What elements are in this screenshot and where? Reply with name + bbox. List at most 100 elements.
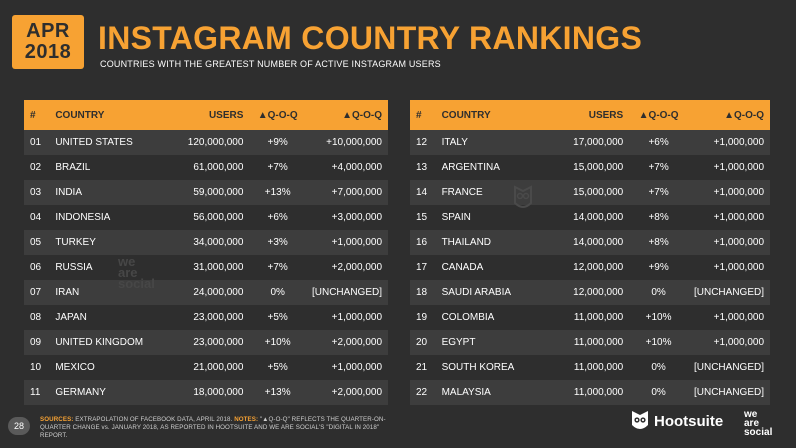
user-count: 11,000,000 [551, 355, 630, 380]
abs-change: +1,000,000 [305, 230, 388, 255]
country-name: SOUTH KOREA [435, 355, 552, 380]
col-header-users: USERS [551, 100, 630, 130]
pct-change: +9% [249, 130, 306, 155]
badge-month: APR [26, 20, 70, 42]
country-name: UNITED STATES [49, 130, 171, 155]
rank-number: 11 [24, 380, 50, 405]
country-name: INDONESIA [49, 205, 171, 230]
user-count: 18,000,000 [170, 380, 250, 405]
pct-change: +6% [629, 130, 688, 155]
was-line: are [744, 418, 760, 429]
rank-number: 18 [410, 280, 436, 305]
rank-number: 04 [24, 205, 50, 230]
rank-number: 17 [410, 255, 436, 280]
rank-number: 10 [24, 355, 50, 380]
was-line: social [744, 427, 773, 438]
country-name: CANADA [435, 255, 552, 280]
col-header-abs-change: ▲Q-O-Q [305, 100, 388, 130]
col-header-country: COUNTRY [49, 100, 171, 130]
abs-change: +10,000,000 [305, 130, 388, 155]
col-header-abs-change: ▲Q-O-Q [687, 100, 770, 130]
abs-change: +1,000,000 [687, 330, 770, 355]
pct-change: +10% [629, 330, 688, 355]
owl-watermark-icon [514, 185, 532, 208]
abs-change: +2,000,000 [305, 380, 388, 405]
rank-number: 05 [24, 230, 50, 255]
table-header-row: # COUNTRY USERS ▲Q-O-Q ▲Q-O-Q [410, 100, 770, 130]
rank-number: 13 [410, 155, 436, 180]
country-name: THAILAND [435, 230, 552, 255]
col-header-pct-change: ▲Q-O-Q [629, 100, 688, 130]
abs-change: +7,000,000 [305, 180, 388, 205]
pct-change: 0% [629, 355, 688, 380]
rank-number: 07 [24, 280, 50, 305]
ranking-table-right: # COUNTRY USERS ▲Q-O-Q ▲Q-O-Q 12 ITALY 17,… [410, 100, 770, 405]
table-row: 03 INDIA 59,000,000 +13% +7,000,000 [24, 180, 388, 205]
we-are-social-logo: we are social [744, 410, 773, 438]
country-name: ARGENTINA [435, 155, 552, 180]
user-count: 14,000,000 [551, 205, 630, 230]
table-row: 05 TURKEY 34,000,000 +3% +1,000,000 [24, 230, 388, 255]
country-name: TURKEY [49, 230, 171, 255]
abs-change: +3,000,000 [305, 205, 388, 230]
we-are-social-watermark: we are social [118, 255, 155, 290]
notes-text: "▲Q-O-Q" REFLECTS THE QUARTER-ON-QUARTER… [40, 416, 386, 439]
user-count: 15,000,000 [551, 180, 630, 205]
table-row: 14 FRANCE 15,000,000 +7% +1,000,000 [410, 180, 770, 205]
abs-change: +1,000,000 [305, 355, 388, 380]
col-header-num: # [410, 100, 436, 130]
col-header-users: USERS [170, 100, 250, 130]
rank-number: 20 [410, 330, 436, 355]
table-row: 07 IRAN 24,000,000 0% [UNCHANGED] [24, 280, 388, 305]
pct-change: +7% [249, 255, 306, 280]
rank-number: 08 [24, 305, 50, 330]
table-row: 16 THAILAND 14,000,000 +8% +1,000,000 [410, 230, 770, 255]
pct-change: 0% [249, 280, 306, 305]
pct-change: +9% [629, 255, 688, 280]
hootsuite-label: Hootsuite [654, 412, 724, 430]
badge-year: 2018 [24, 41, 72, 63]
watermark-line: are [118, 265, 138, 280]
pct-change: 0% [629, 380, 688, 405]
abs-change: +1,000,000 [687, 180, 770, 205]
abs-change: +2,000,000 [305, 330, 388, 355]
page-subtitle: COUNTRIES WITH THE GREATEST NUMBER OF AC… [100, 59, 441, 69]
rank-number: 02 [24, 155, 50, 180]
rank-number: 16 [410, 230, 436, 255]
pct-change: +7% [249, 155, 306, 180]
table-row: 21 SOUTH KOREA 11,000,000 0% [UNCHANGED] [410, 355, 770, 380]
rank-number: 19 [410, 305, 436, 330]
user-count: 17,000,000 [551, 130, 630, 155]
abs-change: +4,000,000 [305, 155, 388, 180]
table-row: 09 UNITED KINGDOM 23,000,000 +10% +2,000,000 [24, 330, 388, 355]
table-row: 18 SAUDI ARABIA 12,000,000 0% [UNCHANGED] [410, 280, 770, 305]
pct-change: +13% [249, 180, 306, 205]
pct-change: +8% [629, 230, 688, 255]
sources-text: EXTRAPOLATION OF FACEBOOK DATA, APRIL 20… [73, 416, 235, 423]
table-row: 13 ARGENTINA 15,000,000 +7% +1,000,000 [410, 155, 770, 180]
table-row: 04 INDONESIA 56,000,000 +6% +3,000,000 [24, 205, 388, 230]
user-count: 120,000,000 [170, 130, 250, 155]
table-row: 12 ITALY 17,000,000 +6% +1,000,000 [410, 130, 770, 155]
pct-change: +6% [249, 205, 306, 230]
country-name: INDIA [49, 180, 171, 205]
abs-change: +1,000,000 [687, 205, 770, 230]
rank-number: 15 [410, 205, 436, 230]
user-count: 24,000,000 [170, 280, 250, 305]
user-count: 56,000,000 [170, 205, 250, 230]
country-name: JAPAN [49, 305, 171, 330]
pct-change: +10% [629, 305, 688, 330]
abs-change: +1,000,000 [687, 155, 770, 180]
abs-change: [UNCHANGED] [687, 280, 770, 305]
pct-change: +7% [629, 155, 688, 180]
user-count: 31,000,000 [170, 255, 250, 280]
rank-number: 01 [24, 130, 50, 155]
user-count: 61,000,000 [170, 155, 250, 180]
table-row: 11 GERMANY 18,000,000 +13% +2,000,000 [24, 380, 388, 405]
abs-change: +1,000,000 [305, 305, 388, 330]
country-name: SPAIN [435, 205, 552, 230]
table-header-row: # COUNTRY USERS ▲Q-O-Q ▲Q-O-Q [24, 100, 388, 130]
hootsuite-logo: Hootsuite [630, 410, 723, 432]
user-count: 15,000,000 [551, 155, 630, 180]
user-count: 14,000,000 [551, 230, 630, 255]
